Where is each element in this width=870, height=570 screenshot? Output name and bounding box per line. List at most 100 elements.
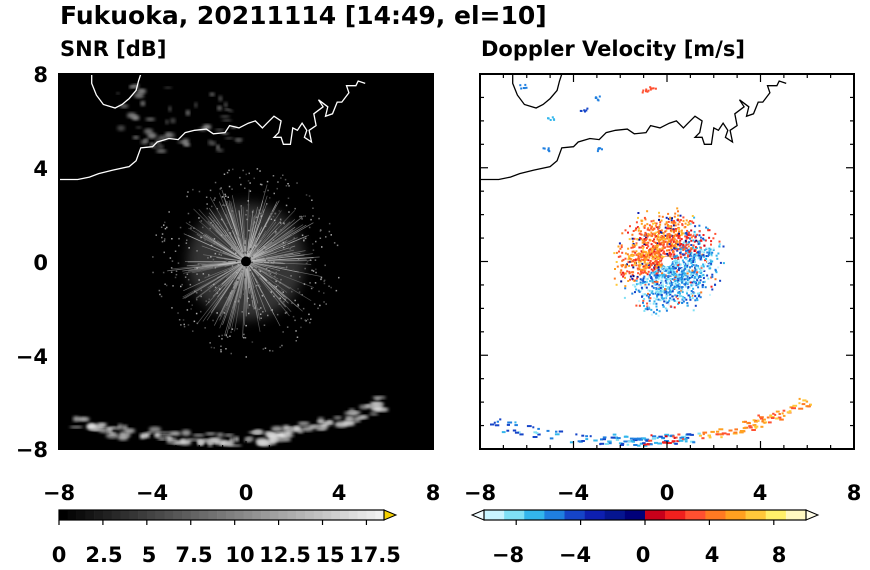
doppler-echo-pixel [644, 283, 647, 286]
doppler-echo-pixel [670, 274, 673, 277]
doppler-echo-pixel [668, 235, 671, 238]
snr-clutter-pixel [264, 256, 266, 259]
snr-colorbar-tick-label: 15 [315, 543, 344, 567]
doppler-echo-pixel [643, 270, 646, 273]
snr-echo-cell [168, 431, 182, 436]
doppler-echo-pixel [669, 282, 672, 285]
doppler-echo-pixel [696, 271, 699, 274]
doppler-echo-pixel [643, 216, 646, 219]
snr-clutter-pixel [309, 282, 311, 284]
doppler-echo-pixel [669, 277, 672, 280]
snr-clutter-pixel [311, 269, 313, 272]
snr-clutter-pixel [273, 285, 275, 287]
doppler-echo-pixel [666, 249, 668, 252]
doppler-echo-pixel [623, 296, 626, 299]
doppler-echo-pixel [618, 250, 620, 253]
doppler-echo-pixel [658, 249, 661, 252]
snr-clutter-pixel [249, 257, 252, 259]
snr-clutter-pixel [305, 194, 308, 196]
doppler-echo-pixel [662, 236, 665, 239]
snr-colorbar-segment [234, 510, 244, 520]
doppler-echo-pixel [667, 301, 670, 304]
doppler-echo-pixel [640, 268, 642, 271]
snr-echo-cell [165, 119, 169, 125]
snr-clutter-pixel [225, 234, 227, 237]
doppler-x-tick-label: −4 [557, 481, 589, 505]
doppler-echo-pixel [635, 288, 638, 291]
doppler-echo-pixel [627, 261, 630, 264]
doppler-echo-pixel [719, 279, 722, 282]
snr-clutter-pixel [248, 286, 250, 289]
doppler-echo-pixel [655, 290, 658, 293]
doppler-echo-pixel [671, 243, 673, 246]
doppler-echo-pixel [628, 264, 631, 267]
doppler-echo-pixel [654, 441, 658, 444]
snr-clutter-pixel [186, 309, 189, 311]
snr-colorbar-tick-label: 0 [52, 543, 67, 567]
doppler-echo-pixel [685, 257, 688, 259]
doppler-echo-pixel [691, 215, 694, 217]
doppler-echo-pixel [648, 293, 651, 296]
snr-clutter-pixel [294, 299, 296, 302]
snr-clutter-pixel [250, 259, 252, 261]
doppler-echo-pixel [719, 261, 722, 264]
doppler-echo-pixel [672, 239, 675, 242]
doppler-echo-pixel [709, 248, 712, 251]
doppler-echo-pixel [659, 270, 662, 273]
doppler-echo-pixel [661, 247, 664, 250]
doppler-echo-pixel [656, 261, 659, 264]
snr-echo-cell [69, 425, 84, 429]
snr-clutter-ray [195, 261, 247, 300]
snr-clutter-pixel [279, 297, 281, 299]
doppler-echo-pixel [697, 266, 699, 269]
doppler-echo-pixel [676, 249, 679, 252]
doppler-echo-pixel [629, 225, 631, 228]
snr-clutter-pixel [307, 318, 309, 321]
snr-clutter-pixel [251, 267, 253, 270]
doppler-echo-pixel [641, 262, 644, 265]
doppler-echo-pixel [710, 253, 713, 256]
doppler-echo-pixel [660, 229, 663, 232]
doppler-echo-pixel [644, 231, 647, 234]
doppler-echo-pixel [584, 110, 586, 113]
doppler-echo-pixel [757, 414, 760, 417]
doppler-echo-pixel [669, 216, 672, 219]
doppler-echo-pixel [683, 280, 686, 283]
doppler-axis-ticks [479, 73, 855, 450]
doppler-echo-pixel [631, 292, 634, 295]
doppler-echo-pixel [696, 299, 699, 302]
snr-clutter-pixel [245, 214, 247, 216]
doppler-echo-pixel [658, 288, 660, 290]
doppler-echo-pixel [688, 286, 691, 289]
snr-clutter-pixel [188, 247, 190, 249]
doppler-echo-pixel [681, 288, 684, 291]
doppler-echo-pixel [657, 227, 660, 230]
snr-clutter-pixel [244, 251, 246, 253]
snr-clutter-pixel [315, 268, 317, 271]
doppler-echo-pixel [650, 313, 653, 316]
snr-clutter-pixel [254, 258, 257, 260]
doppler-echo-pixel [641, 282, 644, 285]
doppler-echo-pixel [658, 240, 660, 243]
snr-clutter-pixel [300, 317, 303, 320]
doppler-echo-pixel [710, 240, 713, 243]
snr-clutter-pixel [258, 233, 261, 235]
doppler-echo-pixel [768, 421, 772, 424]
snr-clutter-pixel [235, 260, 238, 263]
doppler-colorbar-segment [705, 510, 726, 520]
doppler-echo-pixel [645, 241, 648, 244]
doppler-echo-pixel [680, 248, 683, 251]
snr-clutter-pixel [187, 191, 189, 193]
snr-clutter-pixel [235, 288, 237, 291]
snr-clutter-pixel [174, 250, 177, 252]
doppler-echo-pixel [671, 440, 675, 443]
doppler-echo-pixel [506, 423, 510, 426]
doppler-echo-pixel [637, 216, 639, 219]
doppler-echo-pixel [671, 273, 674, 275]
snr-clutter-ray [220, 218, 247, 262]
doppler-echo-pixel [660, 235, 663, 237]
doppler-echo-pixel [702, 281, 705, 284]
doppler-echo-pixel [693, 233, 696, 236]
doppler-echo-pixel [662, 264, 664, 267]
doppler-echo-pixel [648, 261, 651, 264]
